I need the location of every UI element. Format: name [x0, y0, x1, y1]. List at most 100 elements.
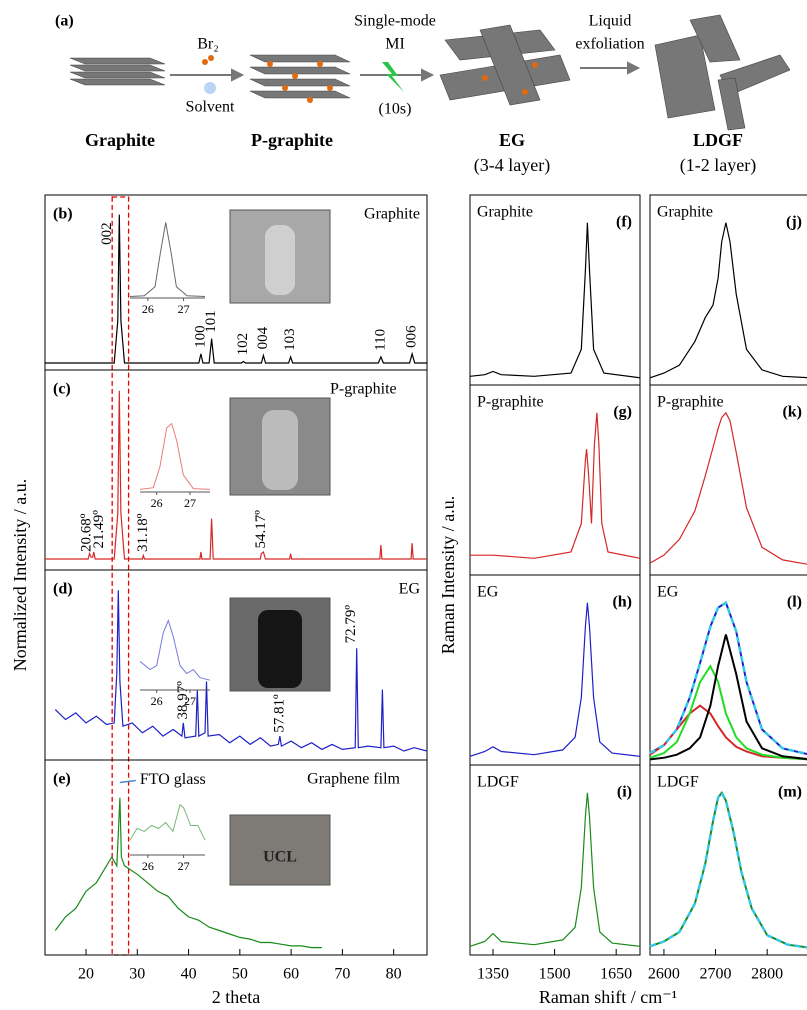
inset-tick-label: 27: [178, 859, 190, 873]
x-tick-label: 60: [283, 966, 299, 983]
panel-frame: [650, 575, 807, 765]
peak-label: 110: [372, 329, 388, 351]
panel-letter: (g): [613, 404, 632, 421]
panel-letter: (h): [612, 594, 632, 611]
graphite-layer: [70, 79, 165, 85]
arrowhead: [422, 70, 432, 80]
stage-note: (1-2 layer): [680, 155, 756, 176]
inset-line: [140, 621, 210, 681]
panel-title: LDGF: [477, 774, 519, 791]
panel-letter: (f): [616, 214, 632, 231]
annotation-arrow: [120, 781, 136, 783]
inset-tick-label: 26: [142, 302, 154, 316]
x-tick-label: 30: [129, 966, 145, 983]
panel-label: (a): [55, 13, 74, 30]
mi-time: (10s): [379, 101, 412, 118]
stage-name: Graphite: [85, 130, 155, 150]
dot: [522, 89, 528, 95]
peak-label: 101: [203, 310, 219, 333]
panel-title: LDGF: [657, 774, 699, 791]
photo-vial: [258, 610, 302, 688]
panel-frame: [650, 195, 807, 385]
dot: [282, 85, 288, 91]
inset-tick-label: 26: [151, 496, 163, 510]
dot: [482, 75, 488, 81]
exfoliation-label: Liquid: [589, 13, 632, 30]
data-line: [470, 793, 640, 947]
panel-title: Graphene film: [307, 771, 400, 788]
panel-title: P-graphite: [477, 394, 544, 411]
x-tick-label: 50: [232, 966, 248, 983]
peak-label: 31.18º: [135, 513, 151, 552]
panel-title: EG: [477, 584, 499, 601]
x-tick-label: 2700: [700, 966, 732, 983]
data-line: [470, 603, 640, 757]
dot: [202, 59, 208, 65]
stage-name: EG: [499, 130, 525, 150]
panel-letter: (i): [617, 784, 632, 801]
mi-label: MI: [385, 36, 405, 53]
page: (a) Br₂ Solvent Single-mode MI (10s) Liq…: [0, 0, 807, 1010]
mi-label: Single-mode: [354, 13, 436, 30]
panel-frame: [470, 195, 640, 385]
photo-vial: [262, 410, 298, 490]
solvent: Solvent: [186, 99, 235, 116]
panel-title: Graphite: [657, 204, 713, 221]
pgraphite-layer: [250, 91, 350, 98]
dot: [267, 61, 273, 67]
peak-label: 57.81º: [271, 694, 287, 733]
stage-name: LDGF: [693, 130, 743, 150]
inset-line: [140, 424, 210, 490]
x-axis-label: 2 theta: [212, 987, 260, 1007]
peak-label: 006: [404, 325, 420, 348]
inset-line: [130, 805, 205, 840]
panel-title: Graphite: [477, 204, 533, 221]
inset-tick-label: 27: [178, 302, 190, 316]
data-line: [650, 793, 807, 948]
x-tick-label: 2600: [648, 966, 680, 983]
inset-tick-label: 27: [184, 496, 196, 510]
dot: [532, 62, 538, 68]
photo-vial: [265, 225, 295, 295]
photo-text: UCL: [263, 849, 297, 866]
x-tick-label: 1500: [539, 966, 571, 983]
stage-name: P-graphite: [251, 130, 333, 150]
x-tick-label: 1350: [477, 966, 509, 983]
dot: [327, 85, 333, 91]
solvent-dot: [204, 82, 216, 94]
peak-label: 103: [282, 328, 298, 351]
graphite-layer: [70, 65, 165, 71]
panel-letter: (m): [778, 784, 802, 801]
exfoliation-label: exfoliation: [575, 36, 644, 53]
panel-title: P-graphite: [330, 381, 397, 398]
y-axis-label: Raman Intensity / a.u.: [438, 496, 458, 654]
pgraphite-layer: [250, 67, 350, 74]
panel-title: EG: [657, 584, 679, 601]
dot: [317, 61, 323, 67]
data-line: [650, 413, 807, 565]
stage-note: (3-4 layer): [474, 155, 550, 176]
pgraphite-layer: [250, 55, 350, 62]
microwave-bolt: [382, 62, 404, 92]
dot: [208, 55, 214, 61]
reagent: Br₂: [197, 36, 219, 53]
data-line: [470, 413, 640, 559]
pgraphite-layer: [250, 79, 350, 86]
panel-letter: (l): [787, 594, 802, 611]
arrowhead: [232, 70, 242, 80]
dot: [292, 73, 298, 79]
x-axis-label: Raman shift / cm⁻¹: [539, 987, 677, 1007]
inset-tick-label: 27: [184, 694, 196, 708]
data-line: [470, 223, 640, 378]
x-tick-label: 1650: [600, 966, 632, 983]
x-tick-label: 80: [386, 966, 402, 983]
inset-tick-label: 26: [142, 859, 154, 873]
peak-label: 102: [235, 333, 251, 356]
scheme-drawing: [70, 15, 790, 130]
panel-letter: (b): [53, 206, 73, 223]
panel-letter: (j): [786, 214, 802, 231]
x-tick-label: 40: [181, 966, 197, 983]
peak-label: 004: [255, 326, 271, 349]
y-axis-label: Normalized Intensity / a.u.: [10, 479, 30, 671]
panel-letter: (e): [53, 771, 71, 788]
